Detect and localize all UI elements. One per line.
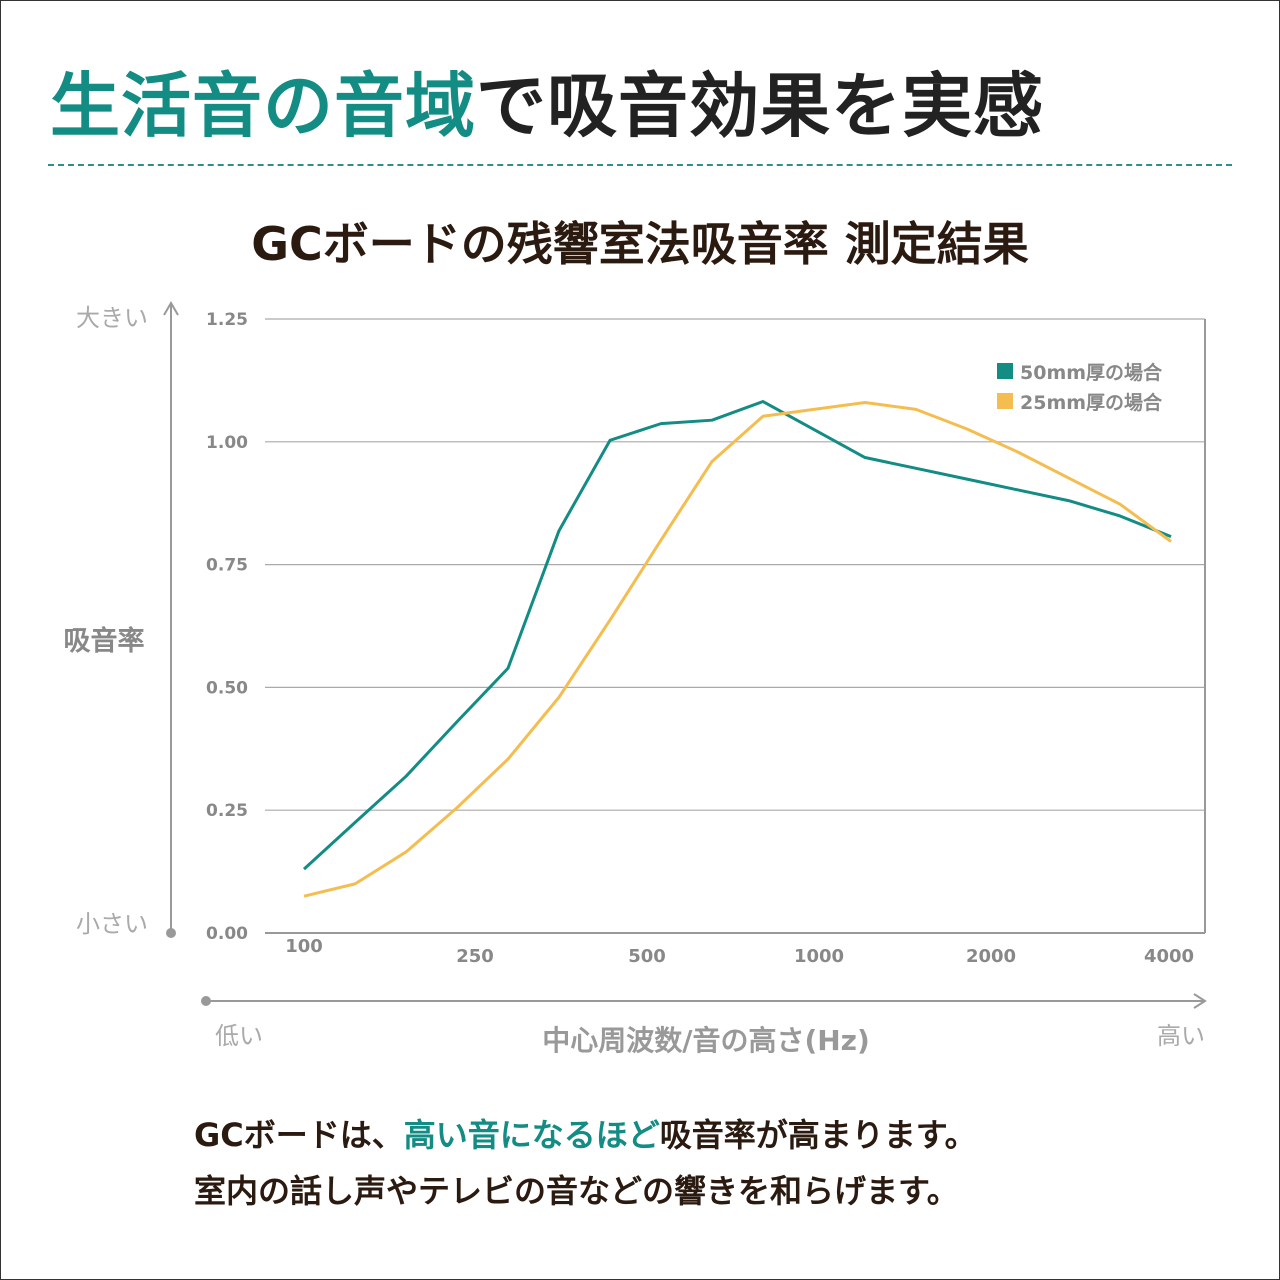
headline-rest: で吸音効果を実感 bbox=[476, 65, 1044, 147]
note-text: 吸音率が高まります。 bbox=[659, 1116, 977, 1154]
legend-swatch bbox=[997, 393, 1013, 409]
series-line-50mm bbox=[302, 400, 1172, 871]
headline-accent: 生活音の音域 bbox=[50, 65, 476, 147]
legend-swatch bbox=[997, 363, 1013, 379]
series-line-25mm bbox=[303, 401, 1172, 898]
headline: 生活音の音域で吸音効果を実感 bbox=[50, 50, 1044, 151]
y-tick-label: 0.00 bbox=[206, 924, 248, 944]
y-top-label: 大きい bbox=[76, 304, 148, 332]
dashed-divider bbox=[48, 164, 1232, 166]
y-tick-label: 0.75 bbox=[206, 556, 248, 576]
legend-label: 25mm厚の場合 bbox=[1020, 391, 1163, 414]
y-bottom-label: 小さい bbox=[76, 910, 148, 938]
note-line-1: GCボードは、高い音になるほど吸音率が高まります。 bbox=[194, 1110, 977, 1156]
arrow-up-icon bbox=[163, 301, 179, 316]
x-tick-label: 2000 bbox=[966, 946, 1016, 967]
x-axis-title: 中心周波数/音の高さ(Hz) bbox=[542, 1024, 870, 1057]
x-left-label: 低い bbox=[215, 1022, 263, 1050]
legend-label: 50mm厚の場合 bbox=[1020, 361, 1163, 384]
note-line-2: 室内の話し声やテレビの音などの響きを和らげます。 bbox=[194, 1172, 959, 1210]
chart-title: GCボードの残響室法吸音率 測定結果 bbox=[251, 217, 1029, 271]
y-tick-label: 0.25 bbox=[206, 801, 248, 821]
x-tick-label: 250 bbox=[456, 946, 494, 967]
note-text: GCボードは、 bbox=[194, 1116, 404, 1154]
x-tick-label: 1000 bbox=[794, 946, 844, 967]
x-tick-label: 4000 bbox=[1144, 946, 1194, 967]
y-axis-title: 吸音率 bbox=[64, 625, 145, 657]
x-tick-label: 500 bbox=[628, 946, 666, 967]
y-tick-label: 1.25 bbox=[206, 310, 248, 330]
axis-origin-dot bbox=[166, 928, 176, 938]
note-accent: 高い音になるほど bbox=[403, 1116, 660, 1154]
axis-origin-dot bbox=[201, 996, 211, 1006]
y-tick-label: 0.50 bbox=[206, 678, 248, 698]
x-tick-label: 100 bbox=[285, 936, 323, 957]
y-tick-label: 1.00 bbox=[206, 433, 248, 453]
arrow-right-icon bbox=[1193, 993, 1207, 1009]
x-right-label: 高い bbox=[1157, 1022, 1205, 1050]
